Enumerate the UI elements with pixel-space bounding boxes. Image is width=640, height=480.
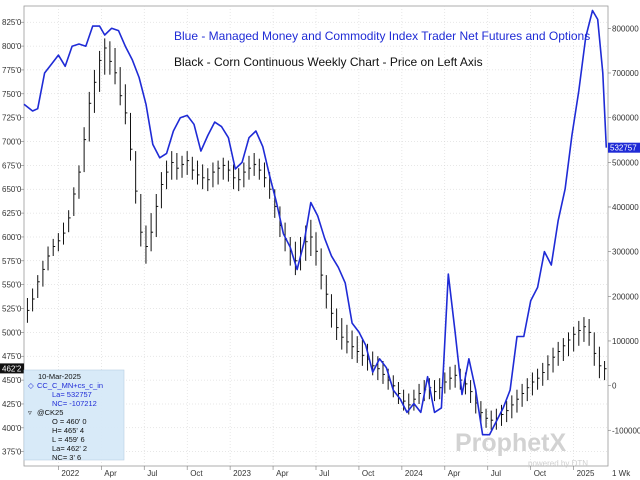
x-tick-label: Oct — [362, 469, 375, 478]
left-tick-label: 800'0 — [2, 42, 22, 51]
x-tick-label: 2023 — [233, 469, 251, 478]
chart-title: Blue - Managed Money and Commodity Index… — [174, 29, 590, 43]
legend-blue-nc: NC= -107212 — [52, 399, 97, 408]
left-tick-label: 650'0 — [2, 185, 22, 194]
x-axis: 2022 Apr Jul Oct 2023 Apr Jul Oct 2024 Apr Jul Oct 2… — [58, 466, 595, 478]
x-tick-label: Apr — [448, 469, 461, 478]
left-tick-label: 375'0 — [2, 448, 22, 457]
watermark-subtext: powered by DTN — [528, 459, 588, 468]
x-tick-label: Oct — [534, 469, 547, 478]
last-value-tag-blue-text: 532757 — [610, 144, 637, 153]
right-tick-label: 700000 — [612, 69, 639, 78]
left-tick-label: 600'0 — [2, 233, 22, 242]
left-tick-label: 725'0 — [2, 114, 22, 123]
right-tick-label: 100000 — [612, 337, 639, 346]
left-tick-label: 525'0 — [2, 305, 22, 314]
left-tick-label: 675'0 — [2, 161, 22, 170]
last-value-tag-black: 462'2 — [0, 363, 24, 374]
series-line-managed-money — [23, 9, 608, 436]
x-axis-unit-label: 1 Wk — [612, 469, 631, 478]
x-tick-label: Apr — [104, 469, 117, 478]
right-tick-label: 600000 — [612, 114, 639, 123]
last-value-tag-black-text: 462'2 — [2, 364, 22, 373]
legend-date: 10-Mar-2025 — [38, 372, 81, 381]
chart-subtitle: Black - Corn Continuous Weekly Chart - P… — [174, 55, 483, 69]
legend-black-last: La= 462' 2 — [52, 444, 87, 453]
left-tick-label: 400'0 — [2, 424, 22, 433]
last-value-tag-black-box — [0, 363, 24, 374]
left-axis: 375'0 400'0 425'0 450'0 475'0 500'0 525'0 550'0… — [2, 18, 24, 457]
right-tick-label: 500000 — [612, 158, 639, 167]
left-tick-label: 475'0 — [2, 352, 22, 361]
left-tick-label: 625'0 — [2, 209, 22, 218]
x-tick-label: Oct — [190, 469, 203, 478]
legend-black-marker: ▿ — [28, 408, 32, 417]
left-tick-label: 450'0 — [2, 376, 22, 385]
right-tick-label: -100000 — [612, 426, 640, 435]
price-bars — [26, 38, 607, 430]
x-tick-label: 2022 — [61, 469, 79, 478]
x-tick-label: Apr — [276, 469, 289, 478]
right-tick-label: 200000 — [612, 292, 639, 301]
left-tick-label: 575'0 — [2, 257, 22, 266]
left-tick-label: 500'0 — [2, 328, 22, 337]
x-tick-label: Jul — [491, 469, 501, 478]
left-tick-label: 550'0 — [2, 281, 22, 290]
left-tick-label: 825'0 — [2, 18, 22, 27]
right-axis: -100000 0 100000 200000 300000 400000 500000 60… — [608, 24, 640, 435]
right-tick-label: 400000 — [612, 203, 639, 212]
x-tick-label: Jul — [147, 469, 157, 478]
x-tick-label: Jul — [319, 469, 329, 478]
watermark-text: ProphetX — [455, 429, 566, 457]
legend-blue-marker: ◇ — [28, 381, 35, 390]
legend-background — [23, 369, 125, 461]
last-value-tag-blue: 532757 — [608, 142, 640, 153]
left-tick-label: 750'0 — [2, 90, 22, 99]
legend-black-high: H= 465' 4 — [52, 426, 84, 435]
legend-black-low: L = 459' 6 — [52, 435, 85, 444]
left-tick-label: 775'0 — [2, 66, 22, 75]
left-tick-label: 425'0 — [2, 400, 22, 409]
x-tick-label: 2025 — [577, 469, 595, 478]
legend-blue-la: La= 532757 — [52, 390, 92, 399]
x-tick-label: 2024 — [405, 469, 423, 478]
legend-box: 10-Mar-2025 ◇ CC_C_MN+cs_c_in La= 532757… — [23, 369, 125, 462]
left-tick-label: 700'0 — [2, 138, 22, 147]
right-tick-label: 0 — [612, 382, 617, 391]
legend-black-open: O = 460' 0 — [52, 417, 87, 426]
right-tick-label: 800000 — [612, 24, 639, 33]
last-value-tag-blue-box — [608, 142, 640, 153]
watermark: ProphetX powered by DTN — [455, 429, 588, 468]
legend-blue-name: CC_C_MN+cs_c_in — [37, 381, 103, 390]
right-tick-label: 300000 — [612, 248, 639, 257]
legend-black-net-change: NC= 3' 6 — [52, 453, 81, 462]
legend-black-name: @CK25 — [37, 408, 63, 417]
